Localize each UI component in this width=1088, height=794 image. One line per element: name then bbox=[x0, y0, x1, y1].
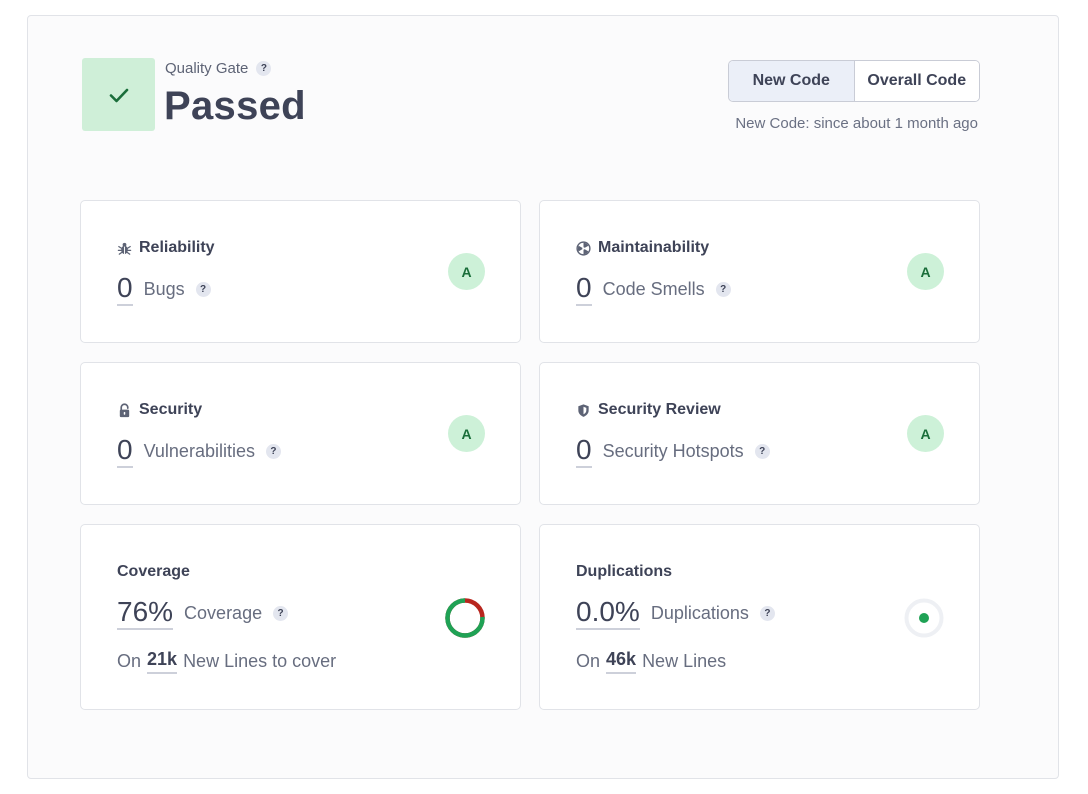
maintainability-title: Maintainability bbox=[598, 239, 710, 256]
security-hotspots-count-link[interactable]: 0 bbox=[576, 435, 592, 468]
quality-gate-status-box bbox=[82, 58, 155, 131]
duplications-indicator[interactable] bbox=[903, 597, 945, 639]
new-code-button[interactable]: New Code bbox=[729, 61, 855, 101]
quality-gate-panel: Quality Gate ? Passed New Code Overall C… bbox=[27, 15, 1059, 779]
bug-icon bbox=[117, 242, 132, 255]
quality-gate-label-row: Quality Gate ? bbox=[165, 60, 272, 77]
vulnerabilities-label: Vulnerabilities bbox=[143, 441, 255, 461]
bugs-label: Bugs bbox=[143, 279, 185, 299]
duplications-metric: 0.0% Duplications ? bbox=[576, 597, 775, 630]
bugs-count-link[interactable]: 0 bbox=[117, 273, 133, 306]
check-icon bbox=[109, 88, 128, 102]
reliability-rating-badge[interactable]: A bbox=[448, 253, 485, 290]
security-rating-badge[interactable]: A bbox=[448, 415, 485, 452]
maintainability-card: Maintainability 0 Code Smells ? A bbox=[539, 200, 980, 343]
duplications-percent-link[interactable]: 0.0% bbox=[576, 597, 640, 630]
code-smells-help-icon[interactable]: ? bbox=[715, 282, 731, 297]
new-code-period: New Code: since about 1 month ago bbox=[735, 115, 978, 132]
security-card: Security 0 Vulnerabilities ? A bbox=[80, 362, 521, 505]
code-smells-count-link[interactable]: 0 bbox=[576, 273, 592, 306]
coverage-title: Coverage bbox=[117, 563, 190, 580]
maintainability-metric: 0 Code Smells ? bbox=[576, 273, 731, 306]
duplications-help-icon[interactable]: ? bbox=[759, 606, 775, 621]
security-review-metric: 0 Security Hotspots ? bbox=[576, 435, 770, 468]
bugs-help-icon[interactable]: ? bbox=[195, 282, 211, 297]
overall-code-button[interactable]: Overall Code bbox=[854, 61, 979, 101]
coverage-covered-arc bbox=[445, 598, 485, 638]
coverage-help-icon[interactable]: ? bbox=[273, 606, 289, 621]
maintainability-title-row: Maintainability bbox=[576, 239, 709, 257]
smell-icon bbox=[576, 240, 591, 256]
shield-icon bbox=[578, 403, 589, 417]
duplications-indicator-ring bbox=[904, 598, 944, 638]
duplications-lines-link[interactable]: 46k bbox=[606, 649, 637, 674]
quality-gate-label: Quality Gate bbox=[165, 60, 249, 77]
maintainability-rating-badge[interactable]: A bbox=[907, 253, 944, 290]
duplications-lines-prefix: On bbox=[576, 651, 601, 671]
lock-icon bbox=[119, 402, 130, 417]
security-review-title-row: Security Review bbox=[576, 401, 721, 419]
quality-gate-status: Passed bbox=[164, 84, 306, 128]
duplications-lines-row: On 46k New Lines bbox=[576, 649, 726, 674]
duplications-card: Duplications 0.0% Duplications ? On 46k … bbox=[539, 524, 980, 710]
security-review-title: Security Review bbox=[598, 401, 721, 418]
coverage-lines-row: On 21k New Lines to cover bbox=[117, 649, 336, 674]
reliability-title: Reliability bbox=[139, 239, 215, 256]
security-review-card: Security Review 0 Security Hotspots ? A bbox=[539, 362, 980, 505]
security-title: Security bbox=[139, 401, 203, 418]
duplications-lines-suffix: New Lines bbox=[642, 651, 727, 671]
security-title-row: Security bbox=[117, 401, 202, 419]
coverage-lines-suffix: New Lines to cover bbox=[183, 651, 337, 671]
coverage-label: Coverage bbox=[184, 603, 263, 623]
reliability-title-row: Reliability bbox=[117, 239, 215, 257]
coverage-title-row: Coverage bbox=[117, 563, 190, 581]
coverage-donut-chart[interactable] bbox=[444, 597, 486, 639]
coverage-lines-prefix: On bbox=[117, 651, 142, 671]
security-review-rating-badge[interactable]: A bbox=[907, 415, 944, 452]
duplications-title: Duplications bbox=[576, 563, 673, 580]
duplications-title-row: Duplications bbox=[576, 563, 672, 581]
coverage-percent-link[interactable]: 76% bbox=[117, 597, 174, 630]
vulnerabilities-help-icon[interactable]: ? bbox=[265, 444, 281, 459]
reliability-card: Reliability 0 Bugs ? A bbox=[80, 200, 521, 343]
code-scope-toggle: New Code Overall Code bbox=[728, 60, 980, 102]
coverage-metric: 76% Coverage ? bbox=[117, 597, 289, 630]
vulnerabilities-count-link[interactable]: 0 bbox=[117, 435, 133, 468]
security-hotspots-label: Security Hotspots bbox=[602, 441, 744, 461]
duplications-indicator-dot bbox=[919, 613, 929, 623]
reliability-metric: 0 Bugs ? bbox=[117, 273, 211, 306]
coverage-card: Coverage 76% Coverage ? On 21k New Lines… bbox=[80, 524, 521, 710]
security-metric: 0 Vulnerabilities ? bbox=[117, 435, 281, 468]
security-hotspots-help-icon[interactable]: ? bbox=[754, 444, 770, 459]
duplications-label: Duplications bbox=[650, 603, 749, 623]
quality-gate-help-icon[interactable]: ? bbox=[256, 61, 272, 76]
coverage-lines-link[interactable]: 21k bbox=[147, 649, 178, 674]
code-smells-label: Code Smells bbox=[602, 279, 705, 299]
